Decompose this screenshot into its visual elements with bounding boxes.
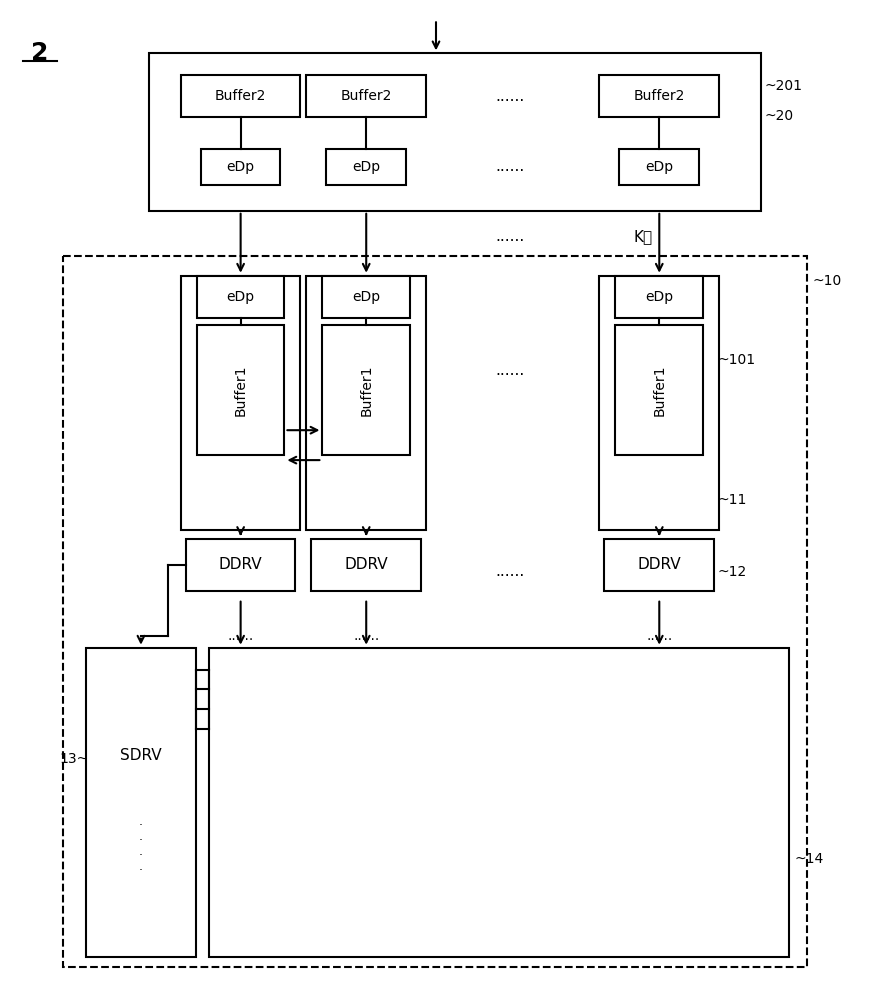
Text: ~11: ~11 [717,493,746,507]
Bar [86,648,196,957]
Text: ·
·
·
·: · · · · [139,820,143,878]
Bar [599,75,719,117]
Text: ~12: ~12 [717,565,746,579]
Bar [208,648,789,957]
Text: Buffer2: Buffer2 [215,89,266,103]
Text: ~20: ~20 [765,109,794,123]
Bar [197,325,284,455]
Text: ......: ...... [495,363,524,378]
Text: DDRV: DDRV [637,557,681,572]
Text: ......: ...... [495,159,524,174]
Text: Buffer1: Buffer1 [652,365,666,416]
Text: ~201: ~201 [765,79,803,93]
Bar [306,75,426,117]
Bar [323,325,410,455]
Bar [604,539,714,591]
Text: 13~: 13~ [59,752,88,766]
Bar [181,276,301,530]
Text: Buffer2: Buffer2 [634,89,685,103]
Text: DDRV: DDRV [219,557,262,572]
Text: K个: K个 [633,229,652,244]
Bar [63,256,807,967]
Text: ......: ...... [646,629,672,643]
Text: ......: ...... [495,564,524,579]
Text: ......: ...... [495,89,524,104]
Bar [201,149,281,185]
Text: Buffer2: Buffer2 [341,89,392,103]
Text: Buffer1: Buffer1 [359,365,373,416]
Text: eDp: eDp [352,160,380,174]
Bar [323,276,410,318]
Bar [311,539,421,591]
Bar [326,149,406,185]
Text: DDRV: DDRV [344,557,388,572]
Text: SDRV: SDRV [120,748,161,763]
Bar [599,276,719,530]
Bar [616,325,703,455]
Bar [616,276,703,318]
Bar [186,539,296,591]
Bar [619,149,699,185]
Text: eDp: eDp [645,290,673,304]
Text: eDp: eDp [645,160,673,174]
Text: ......: ...... [228,629,254,643]
Text: ~101: ~101 [717,353,755,367]
Bar [306,276,426,530]
Bar [149,53,761,211]
Text: ~10: ~10 [813,274,842,288]
Text: Buffer1: Buffer1 [234,365,248,416]
Bar [197,276,284,318]
Text: ......: ...... [353,629,379,643]
Bar [181,75,301,117]
Text: ~14: ~14 [795,852,824,866]
Text: 2: 2 [31,41,48,65]
Text: eDp: eDp [227,160,255,174]
Text: eDp: eDp [352,290,380,304]
Text: eDp: eDp [227,290,255,304]
Text: ......: ...... [495,229,524,244]
